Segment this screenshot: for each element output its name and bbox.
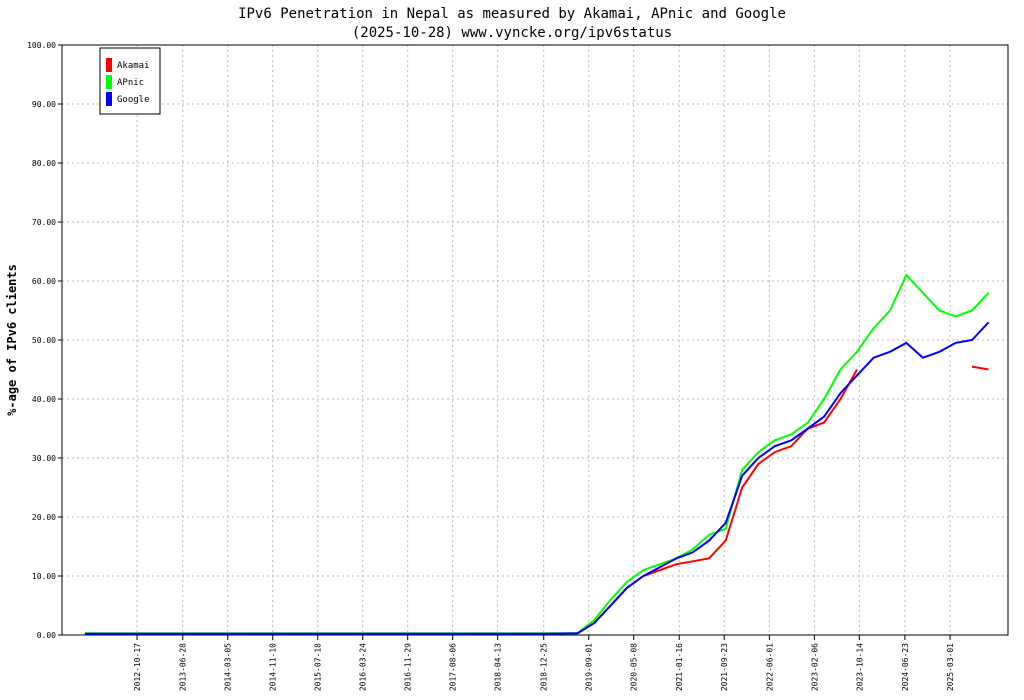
- x-tick-label: 2025-03-01: [946, 643, 955, 691]
- x-tick-label: 2013-06-28: [179, 643, 188, 691]
- y-tick-label: 80.00: [32, 159, 56, 168]
- x-tick-label: 2017-08-06: [449, 643, 458, 691]
- x-tick-label: 2021-01-16: [675, 643, 684, 691]
- x-tick-label: 2024-06-23: [901, 643, 910, 691]
- y-axis-label: %-age of IPv6 clients: [5, 264, 19, 416]
- legend-swatch: [106, 58, 112, 72]
- x-tick-label: 2012-10-17: [133, 643, 142, 691]
- x-tick-label: 2019-09-01: [585, 643, 594, 691]
- x-tick-label: 2018-04-13: [494, 643, 503, 691]
- x-tick-label: 2016-03-24: [359, 643, 368, 691]
- x-tick-label: 2016-11-29: [404, 643, 413, 691]
- x-tick-label: 2014-11-10: [269, 643, 278, 691]
- plot-frame: [61, 44, 1009, 636]
- chart-title: IPv6 Penetration in Nepal as measured by…: [238, 6, 786, 22]
- x-tick-label: 2020-05-08: [630, 643, 639, 691]
- y-tick-label: 40.00: [32, 395, 56, 404]
- x-tick-label: 2023-02-06: [810, 643, 819, 691]
- y-tick-label: 30.00: [32, 454, 56, 463]
- x-tick-label: 2023-10-14: [855, 643, 864, 691]
- y-tick-label: 90.00: [32, 100, 56, 109]
- y-tick-label: 0.00: [37, 631, 56, 640]
- y-tick-label: 100.00: [27, 41, 56, 50]
- x-tick-label: 2014-03-05: [224, 643, 233, 691]
- legend-label: Google: [117, 95, 150, 105]
- series-line: [84, 321, 990, 635]
- y-tick-label: 70.00: [32, 218, 56, 227]
- legend-swatch: [106, 92, 112, 106]
- y-tick-label: 10.00: [32, 572, 56, 581]
- x-tick-label: 2018-12-25: [540, 643, 549, 691]
- y-tick-label: 50.00: [32, 336, 56, 345]
- series-line: [971, 365, 989, 371]
- x-tick-label: 2022-06-01: [765, 643, 774, 691]
- y-tick-label: 60.00: [32, 277, 56, 286]
- legend-swatch: [106, 75, 112, 89]
- chart-subtitle: (2025-10-28) www.vyncke.org/ipv6status: [352, 25, 672, 41]
- y-tick-label: 20.00: [32, 513, 56, 522]
- legend-label: Akamai: [117, 61, 150, 71]
- x-tick-label: 2021-09-23: [720, 643, 729, 691]
- legend-label: APnic: [117, 78, 144, 88]
- x-tick-label: 2015-07-18: [314, 643, 323, 691]
